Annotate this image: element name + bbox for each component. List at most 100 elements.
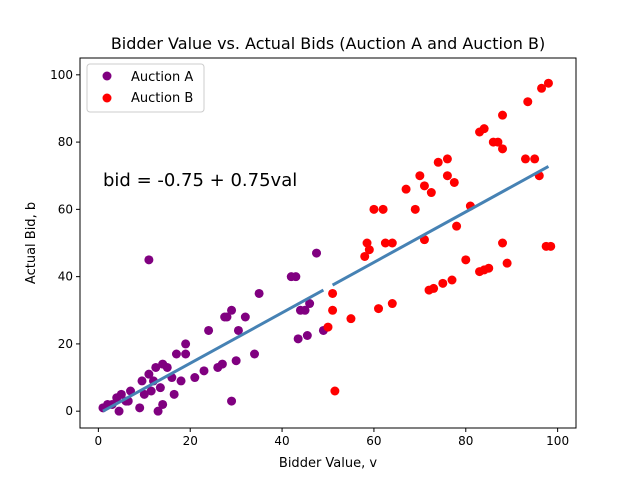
data-point-auction-a [217,359,227,369]
data-point-auction-b [479,124,489,134]
fit-line-segment [331,165,550,287]
fit-equation-annotation: bid = -0.75 + 0.75val [103,170,297,191]
data-point-auction-a [305,299,315,309]
data-point-auction-b [380,238,390,248]
data-point-auction-b [498,144,508,154]
data-point-auction-b [419,181,429,191]
data-point-auction-b [498,110,508,120]
data-point-auction-a [204,325,214,335]
data-point-auction-b [346,314,356,324]
data-point-auction-a [162,362,172,372]
data-point-auction-b [447,275,457,285]
data-point-auction-b [537,83,547,93]
x-axis-label: Bidder Value, v [279,456,377,471]
y-tick-label: 80 [58,135,73,149]
data-point-auction-b [498,238,508,248]
data-point-auction-b [387,238,397,248]
plot-area [98,78,556,416]
data-point-auction-b [493,137,503,147]
data-point-auction-a [302,331,312,340]
data-point-auction-a [291,272,301,282]
data-point-auction-b [401,184,411,194]
data-point-auction-a [233,325,243,335]
data-point-auction-a [171,349,181,359]
y-tick-label: 100 [50,68,73,82]
x-tick-label: 100 [546,434,569,448]
data-point-auction-b [461,255,471,265]
data-point-auction-a [190,373,200,383]
axes-frame [79,57,577,429]
y-tick-label: 60 [58,202,73,216]
data-point-auction-b [438,278,448,288]
x-tick-label: 60 [366,434,381,448]
data-point-auction-b [369,204,379,214]
data-point-auction-b [328,305,338,315]
legend: Auction A Auction B [86,63,205,113]
data-point-auction-a [169,389,179,399]
series-auction-a [98,248,328,416]
y-tick-label: 0 [65,404,73,418]
data-point-auction-a [181,349,191,359]
data-point-auction-a [153,406,163,416]
data-point-auction-a [114,406,124,416]
data-point-auction-b [452,221,462,231]
data-point-auction-b [415,171,425,181]
data-point-auction-b [410,204,420,214]
data-point-auction-a [144,255,154,265]
x-tick-label: 20 [183,434,198,448]
data-point-auction-a [146,386,156,396]
data-point-auction-a [155,383,165,393]
data-point-auction-a [231,356,241,366]
data-point-auction-b [323,322,333,332]
legend-box [86,63,205,113]
data-point-auction-a [254,288,264,298]
data-point-auction-b [328,288,338,298]
legend-label-auction-a: Auction A [131,70,193,85]
data-point-auction-a [135,403,145,413]
data-point-auction-b [484,263,494,273]
data-point-auction-b [449,177,459,187]
data-point-auction-b [360,251,370,261]
data-point-auction-b [426,188,436,198]
y-tick-label: 40 [58,270,73,284]
data-point-auction-b [523,97,533,107]
data-point-auction-a [240,312,250,322]
data-point-auction-a [222,312,232,322]
data-point-auction-b [530,154,540,164]
data-point-auction-b [442,171,452,181]
data-point-auction-b [387,299,397,309]
data-point-auction-a [227,396,237,406]
fit-line-segment [102,288,325,413]
legend-label-auction-b: Auction B [131,91,193,106]
data-point-auction-a [250,349,260,359]
chart-title: Bidder Value vs. Actual Bids (Auction A … [111,34,545,53]
x-tick-label: 80 [458,434,473,448]
data-point-auction-a [158,399,168,409]
data-point-auction-b [378,204,388,214]
data-point-auction-a [199,366,209,376]
data-point-auction-a [227,305,237,315]
legend-marker-auction-a [102,71,112,81]
legend-marker-auction-b [102,93,112,103]
y-axis: 0 20 40 60 80 100 [50,68,80,418]
data-point-auction-b [502,258,512,268]
data-point-auction-a [293,334,303,344]
data-point-auction-a [137,376,147,386]
data-point-auction-b [374,304,384,314]
data-point-auction-b [442,154,452,164]
x-tick-label: 0 [95,434,103,448]
series-auction-b [323,78,556,396]
data-point-auction-a [151,362,161,372]
data-point-auction-a [312,248,322,258]
data-point-auction-b [520,154,530,164]
data-point-auction-b [433,157,443,167]
y-tick-label: 20 [58,337,73,351]
y-axis-label: Actual Bid, b [24,202,39,284]
data-point-auction-b [429,283,439,293]
data-point-auction-a [300,305,310,315]
data-point-auction-a [144,369,154,379]
data-point-auction-b [364,245,374,255]
data-point-auction-a [139,389,149,399]
data-point-auction-a [116,389,126,399]
